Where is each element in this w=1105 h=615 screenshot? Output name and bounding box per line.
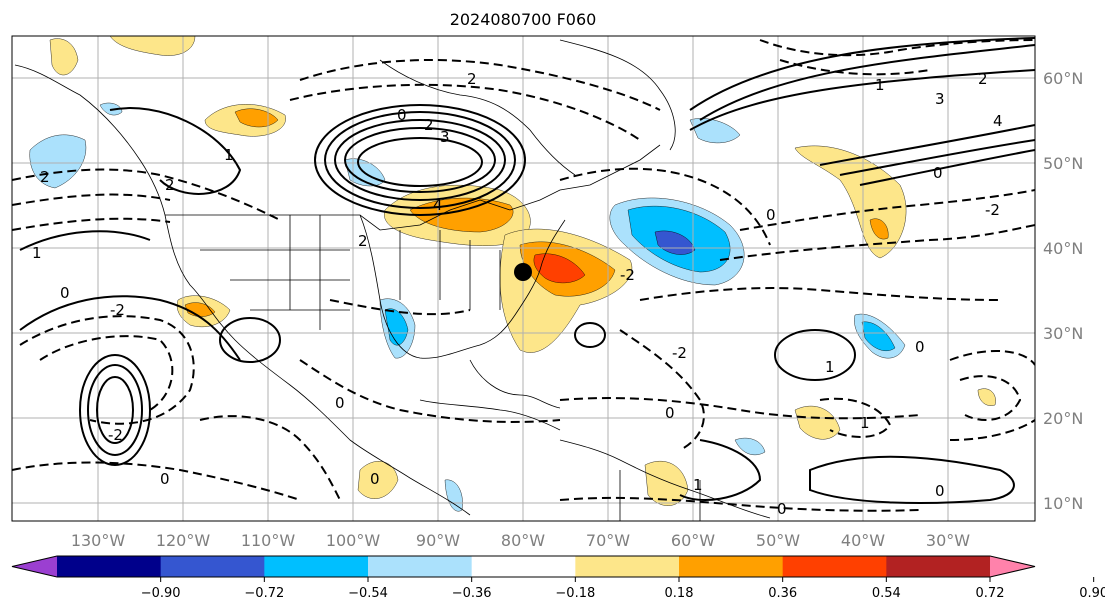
contour-label: 0 — [60, 284, 70, 302]
lat-label: 30°N — [1043, 324, 1083, 343]
anom-central-america — [357, 461, 399, 499]
lat-label: 50°N — [1043, 154, 1083, 173]
contour-label: 2 — [165, 176, 175, 194]
colorbar-extend-low — [12, 556, 57, 577]
colorbar-tick-label: −0.72 — [244, 586, 284, 601]
contour-label: 3 — [440, 128, 450, 146]
contour-label: 0 — [766, 206, 776, 224]
contour-label: 0 — [935, 482, 945, 500]
contour-label: 2 — [467, 70, 477, 88]
colorbar-segment — [264, 556, 369, 577]
contour-label: 2 — [40, 168, 50, 186]
anom-south-america — [644, 461, 689, 506]
lon-label: 50°W — [756, 531, 800, 550]
lat-label: 20°N — [1043, 409, 1083, 428]
contour-labels: 0 2 3 4 2 3 4 2 1 0 0 -2 -2 -2 0 0 0 0 0… — [32, 70, 1003, 518]
contour-label: 0 — [397, 106, 407, 124]
colorbar-outline — [11, 555, 1036, 578]
contour-label: 4 — [993, 112, 1003, 130]
latitude-labels: 60°N 50°N 40°N 30°N 20°N 10°N — [1043, 69, 1083, 513]
contour-label: 1 — [224, 146, 234, 164]
map-frame — [11, 35, 1036, 522]
lon-label: 120°W — [156, 531, 211, 550]
contour-label: 1 — [32, 244, 42, 262]
colorbar-tick-label: 0.54 — [872, 586, 901, 601]
contour-label: 0 — [915, 338, 925, 356]
lat-label: 40°N — [1043, 239, 1083, 258]
contours-solid — [19, 37, 1035, 504]
colorbar-tick-label: 0.72 — [976, 586, 1005, 601]
lon-label: 100°W — [326, 531, 381, 550]
contour-label: 1 — [693, 476, 703, 494]
lat-label: 10°N — [1043, 494, 1083, 513]
colorbar-extend-high — [990, 556, 1035, 577]
contour-label: 2 — [358, 232, 368, 250]
colorbar-tick-label: −0.36 — [452, 586, 492, 601]
contour-label: -2 — [620, 266, 635, 284]
colorbar-tick-label: 0.36 — [768, 586, 797, 601]
colorbar-segment — [368, 556, 473, 577]
colorbar: −0.90 −0.72 −0.54 −0.36 −0.18 0.18 0.36 0.54 0.7… — [11, 555, 1105, 601]
lon-label: 40°W — [841, 531, 885, 550]
contours-dashed — [12, 39, 1035, 512]
colorbar-tick-label: −0.18 — [555, 586, 595, 601]
contour-label: 0 — [335, 394, 345, 412]
lon-label: 30°W — [926, 531, 970, 550]
lon-label: 130°W — [71, 531, 126, 550]
colorbar-segment — [575, 556, 680, 577]
colorbar-tick-label: −0.90 — [141, 586, 181, 601]
location-marker — [514, 263, 532, 281]
contour-label: 1 — [825, 358, 835, 376]
colorbar-segment — [679, 556, 784, 577]
contour-label: 2 — [978, 70, 988, 88]
lon-label: 90°W — [416, 531, 460, 550]
contour-label: -2 — [985, 201, 1000, 219]
contour-label: 0 — [933, 164, 943, 182]
contour-label: 0 — [370, 470, 380, 488]
contour-label: 0 — [665, 404, 675, 422]
lon-label: 70°W — [586, 531, 630, 550]
contour-label: 1 — [875, 76, 885, 94]
colorbar-segment — [782, 556, 887, 577]
colorbar-segment — [160, 556, 265, 577]
colorbar-segment — [886, 556, 991, 577]
contour-label: 4 — [433, 196, 443, 214]
colorbar-tick-label: −0.54 — [348, 586, 388, 601]
lon-label: 110°W — [241, 531, 296, 550]
contour-label: -2 — [672, 344, 687, 362]
colorbar-tick-label: 0.90 — [1079, 586, 1105, 601]
colorbar-segment — [471, 556, 576, 577]
contour-high-canada — [314, 104, 526, 216]
colorbar-tick-label: 0.18 — [665, 586, 694, 601]
contour-label: 3 — [935, 90, 945, 108]
map-area: 0 2 3 4 2 3 4 2 1 0 0 -2 -2 -2 0 0 0 0 0… — [12, 36, 1035, 521]
map-title: 2024080700 F060 — [449, 10, 597, 29]
contour-label: 2 — [424, 116, 434, 134]
anom-caribbean — [794, 405, 841, 440]
lat-label: 60°N — [1043, 69, 1083, 88]
contour-label: -2 — [108, 426, 123, 444]
contour-label: 1 — [860, 414, 870, 432]
lon-label: 80°W — [501, 531, 545, 550]
longitude-labels: 130°W 120°W 110°W 100°W 90°W 80°W 70°W 6… — [71, 531, 970, 550]
contour-high-pacific — [79, 354, 151, 466]
contour-label: 0 — [777, 500, 787, 518]
contour-label: 0 — [160, 470, 170, 488]
colorbar-segment — [57, 556, 162, 577]
lon-label: 60°W — [671, 531, 715, 550]
coastlines — [14, 39, 771, 521]
contour-label: -2 — [110, 301, 125, 319]
